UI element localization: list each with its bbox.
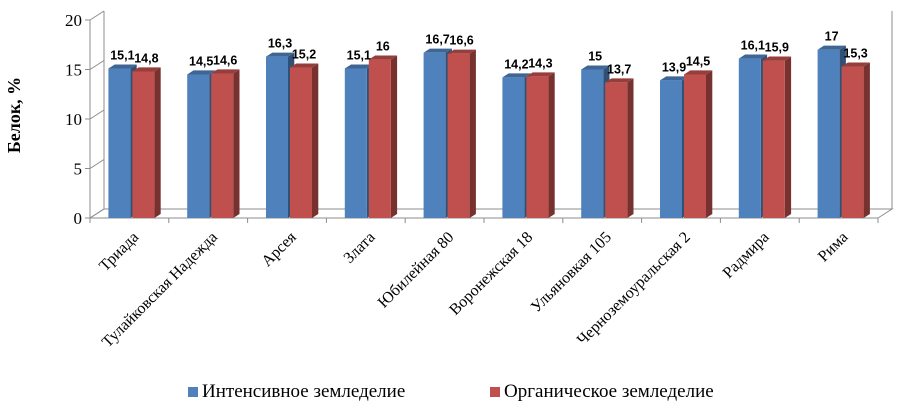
y-tick-label: 5 (74, 160, 83, 179)
bar-organic (447, 49, 476, 218)
data-label: 15,9 (765, 41, 789, 55)
data-label: 14,3 (528, 56, 552, 70)
bar-organic (526, 72, 555, 219)
y-tick-label: 20 (65, 11, 82, 30)
data-label: 13,7 (607, 62, 631, 76)
category-label: Арсея (259, 228, 301, 270)
data-label: 16 (376, 40, 390, 54)
y-tick-label: 15 (65, 61, 82, 80)
category-label: Триада (96, 229, 142, 275)
bar-organic (368, 55, 398, 218)
legend: Интенсивное земледелие Органическое земле… (188, 381, 714, 402)
category-label: Рима (815, 229, 851, 265)
legend-swatch (188, 387, 198, 397)
data-label: 15,2 (292, 48, 316, 62)
data-label: 14,6 (213, 53, 237, 67)
y-tick-diagonal (89, 109, 105, 120)
data-label: 14,5 (686, 54, 710, 68)
category-label: Ульяновкая 105 (528, 229, 615, 316)
legend-label: Органическое земледелие (504, 381, 714, 402)
chart-bars (108, 45, 870, 219)
data-label: 14,2 (504, 57, 528, 71)
bar-organic (762, 56, 792, 219)
legend-label: Интенсивное земледелие (202, 381, 405, 402)
category-label: Юбилейная 80 (375, 229, 458, 312)
y-tick-label: 10 (65, 110, 82, 129)
category-label: Воронежская 18 (446, 229, 536, 319)
data-label: 14,5 (189, 54, 213, 68)
category-label: Злата (341, 229, 379, 267)
data-label: 14,8 (134, 51, 158, 65)
data-label: 16,3 (268, 37, 292, 51)
legend-item: Интенсивное земледелие (188, 381, 405, 402)
bar-organic (841, 62, 870, 219)
bar-organic (605, 78, 634, 219)
data-label: 16,6 (449, 34, 473, 48)
data-label: 15 (588, 50, 602, 64)
y-tick-diagonal (89, 60, 105, 70)
y-tick-diagonal (89, 159, 105, 169)
data-label: 16,1 (741, 39, 765, 53)
legend-item: Органическое земледелие (490, 381, 714, 402)
data-label: 15,1 (347, 49, 371, 63)
data-label: 15,3 (843, 47, 867, 61)
y-tick-diagonal (89, 10, 105, 21)
bar-organic (290, 63, 319, 219)
bar-organic (211, 69, 240, 219)
y-axis-label: Белок, % (4, 77, 24, 153)
data-label: 16,7 (425, 33, 449, 47)
y-tick-diagonal (89, 208, 105, 219)
data-labels: 15,1 14,8 14,5 14,616,315,2 15,116 16,7 16,614… (110, 30, 868, 77)
y-tick-label: 0 (74, 209, 83, 228)
data-label: 17 (825, 30, 839, 44)
legend-swatch (490, 387, 500, 397)
category-label: Радмира (720, 229, 773, 282)
bar-organic (132, 67, 161, 219)
bar-organic (684, 70, 713, 219)
data-label: 13,9 (662, 60, 686, 74)
data-label: 15,1 (110, 49, 134, 63)
